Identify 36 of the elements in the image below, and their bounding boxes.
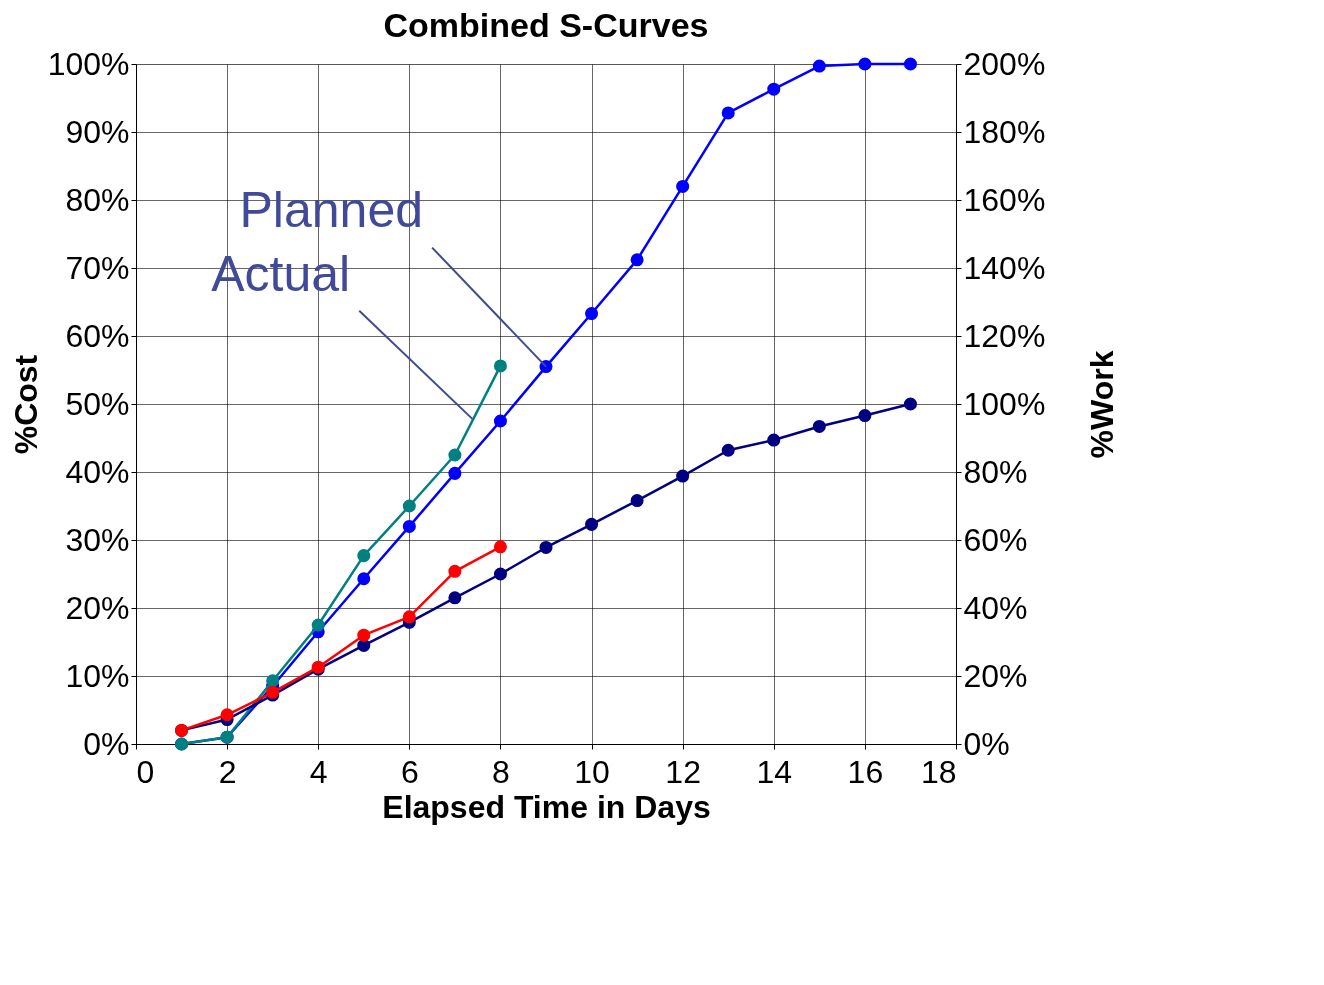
x-tick-label: 2	[218, 753, 237, 790]
y-tick-label: 40%	[65, 453, 130, 490]
y-tick-label: 80%	[65, 181, 130, 218]
y-tick-label: 70%	[65, 249, 130, 286]
y-tick-label: 90%	[65, 113, 130, 150]
x-tick-label: 4	[309, 753, 328, 790]
y-tick-label: 100%	[47, 45, 130, 82]
x-tick-label: 12	[665, 753, 701, 790]
y2-tick-label: 100%	[963, 385, 1046, 422]
y2-tick-label: 200%	[963, 45, 1046, 82]
y-tick-label: 50%	[65, 385, 130, 422]
y2-tick-label: 120%	[963, 317, 1046, 354]
x-tick-label: 6	[400, 753, 419, 790]
y-tick-label: 10%	[65, 657, 130, 694]
y2-tick-label: 160%	[963, 181, 1046, 218]
y2-tick-label: 20%	[963, 657, 1028, 694]
x-tick-label: 10	[574, 753, 610, 790]
y-tick-label: 30%	[65, 521, 130, 558]
y2-tick-label: 60%	[963, 521, 1028, 558]
x-tick-label: 18	[920, 753, 957, 790]
y-tick-label: 20%	[65, 589, 130, 626]
x-tick-label: 16	[847, 753, 884, 790]
x-axis-title: Elapsed Time in Days	[382, 788, 711, 825]
y2-tick-label: 80%	[963, 453, 1028, 490]
chart-title: Combined S-Curves	[383, 6, 709, 44]
y2-tick-label: 0%	[963, 725, 1010, 762]
y-axis-title: %Cost	[7, 354, 44, 455]
y-tick-label: 60%	[65, 317, 130, 354]
y2-tick-label: 180%	[963, 113, 1046, 150]
y2-axis-title: %Work	[1084, 350, 1121, 459]
x-tick-label: 0	[136, 753, 155, 790]
y2-tick-label: 140%	[963, 249, 1046, 286]
y-tick-label: 0%	[83, 725, 130, 762]
x-tick-label: 8	[492, 753, 510, 790]
x-tick-label: 14	[756, 753, 793, 790]
y2-tick-label: 40%	[963, 589, 1028, 626]
